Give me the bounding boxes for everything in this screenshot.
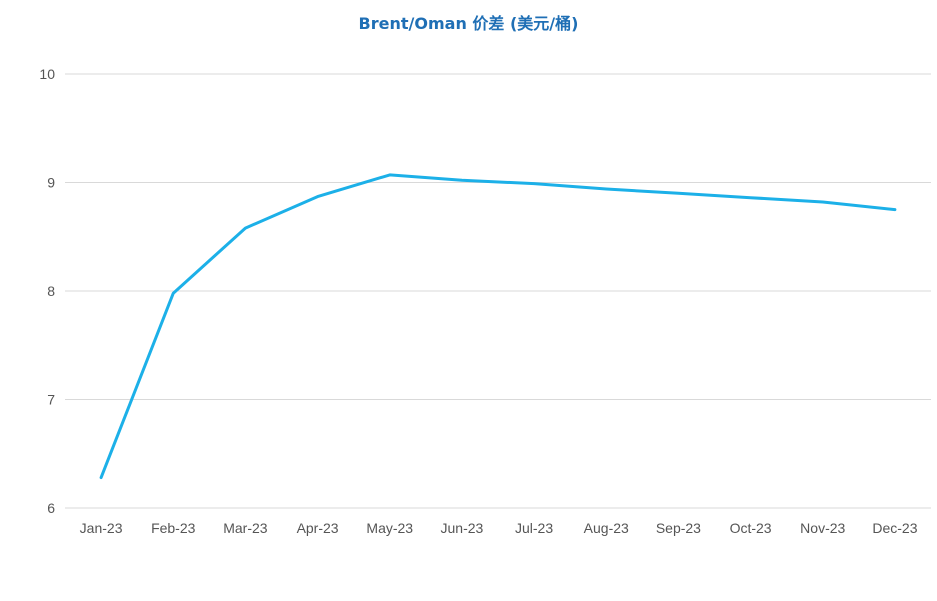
x-tick-label: Apr-23 bbox=[297, 520, 339, 536]
x-tick-label: Nov-23 bbox=[800, 520, 845, 536]
y-tick-label: 9 bbox=[47, 175, 55, 191]
x-tick-label: Dec-23 bbox=[872, 520, 917, 536]
x-tick-label: Oct-23 bbox=[730, 520, 772, 536]
x-tick-label: Jul-23 bbox=[515, 520, 553, 536]
x-tick-label: Sep-23 bbox=[656, 520, 701, 536]
y-tick-label: 6 bbox=[47, 500, 55, 516]
x-tick-label: Jan-23 bbox=[80, 520, 123, 536]
series-line-0 bbox=[99, 173, 897, 480]
x-tick-label: Jun-23 bbox=[441, 520, 484, 536]
chart-title: Brent/Oman 价差 (美元/桶) bbox=[358, 14, 579, 33]
x-tick-label: May-23 bbox=[366, 520, 413, 536]
x-tick-label: Feb-23 bbox=[151, 520, 196, 536]
y-tick-label: 10 bbox=[39, 66, 55, 82]
x-tick-label: Aug-23 bbox=[584, 520, 629, 536]
y-tick-label: 8 bbox=[47, 283, 55, 299]
x-tick-label: Mar-23 bbox=[223, 520, 268, 536]
y-tick-label: 7 bbox=[47, 392, 55, 408]
